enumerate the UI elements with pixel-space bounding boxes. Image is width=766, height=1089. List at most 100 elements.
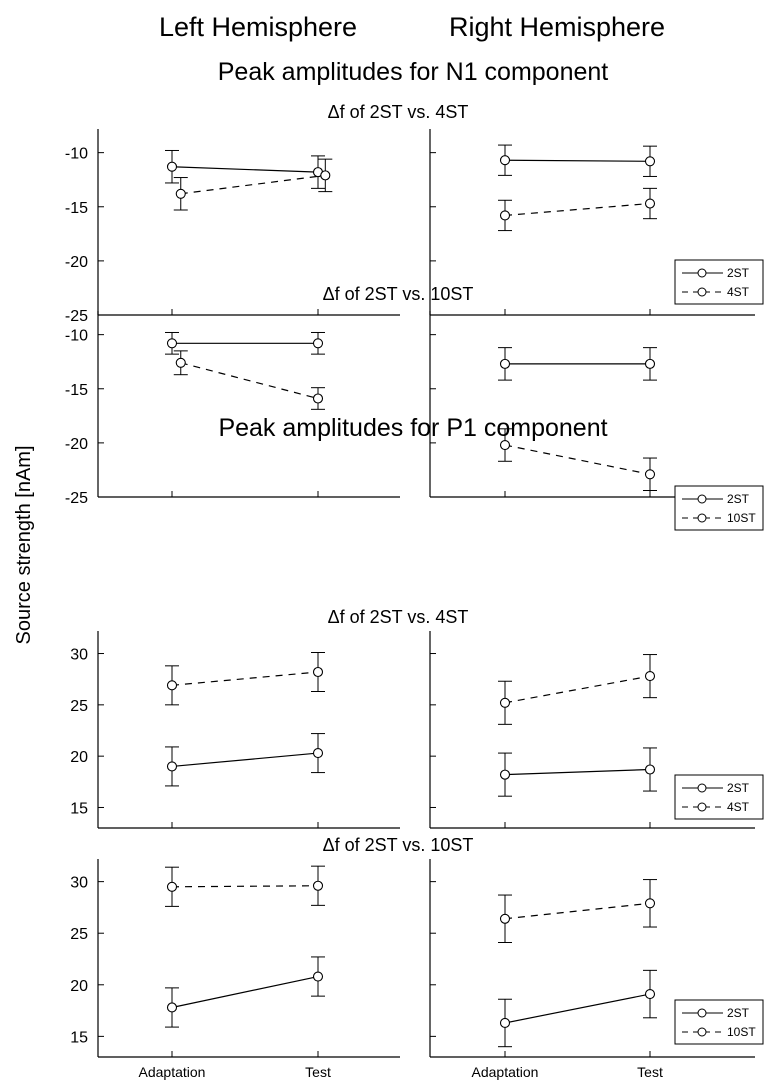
series-line [504, 902, 651, 920]
series-line [504, 993, 651, 1024]
data-point [175, 188, 186, 199]
panel-2: Δf of 2ST vs. 10ST -10 -15 -20 -25 [65, 284, 474, 507]
data-point [644, 989, 656, 1000]
y-axis-label: Source strength [nAm] [13, 446, 35, 645]
legend-box [674, 485, 764, 531]
y-tick-label: 25 [70, 926, 88, 943]
series-4ST [173, 158, 333, 211]
y-tick-label: -15 [65, 200, 88, 217]
y-tick-label: 30 [70, 647, 88, 664]
series-line [504, 159, 651, 162]
data-point [644, 358, 656, 369]
data-point [499, 155, 511, 166]
data-point [320, 170, 331, 181]
y-tick-label: 20 [70, 978, 88, 995]
series-line [180, 362, 319, 400]
legend: 2ST 10ST [674, 485, 764, 531]
data-point [499, 358, 511, 369]
series-line [171, 752, 319, 768]
legend-label: 4ST [727, 285, 750, 299]
series-line [504, 202, 651, 217]
series-line [504, 675, 651, 704]
data-point [312, 971, 324, 982]
legend-label: 2ST [727, 492, 750, 506]
y-tick-label: -20 [65, 254, 88, 271]
series-10ST [498, 428, 657, 492]
series-4ST [165, 652, 325, 706]
data-point [644, 764, 656, 775]
legend-marker [697, 1008, 707, 1018]
y-tick-label: -25 [65, 308, 88, 325]
legend-marker [697, 268, 707, 278]
legend-label: 2ST [727, 266, 750, 280]
y-tick-label: 30 [70, 875, 88, 892]
panel-subtitle: Δf of 2ST vs. 4ST [328, 607, 469, 627]
data-point [499, 697, 511, 708]
y-tick-label: -10 [65, 146, 88, 163]
legend-marker [697, 494, 707, 504]
data-point [175, 357, 186, 368]
right-hemisphere-header: Right Hemisphere [449, 12, 665, 42]
legend-label: 4ST [727, 800, 750, 814]
data-point [644, 469, 656, 480]
data-point [312, 880, 324, 891]
panel-0: Δf of 2ST vs. 4ST -10 -15 -20 -25 [65, 102, 469, 325]
series-2ST [498, 969, 657, 1048]
series-line [171, 671, 319, 686]
data-point [166, 881, 178, 892]
y-tick-label: -10 [65, 328, 88, 345]
panel-subtitle: Δf of 2ST vs. 10ST [323, 835, 474, 855]
panel-4: Δf of 2ST vs. 4ST 30 25 20 15 [70, 607, 469, 829]
x-tick-label: Adaptation [472, 1064, 539, 1080]
data-point [166, 1002, 178, 1013]
y-tick-label: -15 [65, 382, 88, 399]
data-point [644, 898, 656, 909]
legend-label: 10ST [727, 1025, 756, 1039]
legend-marker [697, 287, 707, 297]
series-2ST [498, 747, 657, 797]
y-tick-label: 25 [70, 698, 88, 715]
panel-subtitle: Δf of 2ST vs. 4ST [328, 102, 469, 122]
p1-section-title: Peak amplitudes for P1 component [218, 414, 607, 442]
legend-marker [697, 1027, 707, 1037]
legend-marker [697, 513, 707, 523]
panel-7: Adaptation Test 2ST 10ST [429, 859, 764, 1080]
series-line [171, 885, 319, 888]
legend-marker [697, 802, 707, 812]
data-point [499, 1017, 511, 1029]
data-point [312, 338, 324, 349]
series-2ST [165, 331, 325, 355]
x-tick-label: Test [637, 1064, 663, 1080]
data-point [499, 210, 511, 221]
data-point [499, 769, 511, 780]
data-point [312, 666, 324, 678]
series-2ST [498, 144, 657, 177]
legend-box [674, 999, 764, 1045]
series-2ST [165, 149, 325, 189]
data-point [312, 393, 324, 404]
series-10ST [498, 879, 657, 943]
series-2ST [498, 347, 657, 381]
data-point [312, 748, 324, 759]
n1-section-title: Peak amplitudes for N1 component [218, 58, 609, 86]
series-line [171, 166, 319, 173]
data-point [166, 338, 178, 349]
legend-box [674, 774, 764, 820]
data-point [644, 671, 656, 682]
panel-3: 2ST 10ST [429, 311, 764, 531]
x-tick-label: Adaptation [139, 1064, 206, 1080]
series-2ST [165, 733, 325, 787]
data-point [499, 439, 511, 451]
y-tick-label: -25 [65, 490, 88, 507]
legend-label: 10ST [727, 511, 756, 525]
series-4ST [498, 654, 657, 725]
series-10ST [173, 350, 325, 410]
legend-label: 2ST [727, 1006, 750, 1020]
data-point [166, 161, 178, 172]
left-hemisphere-header: Left Hemisphere [159, 12, 357, 42]
data-point [166, 761, 178, 772]
